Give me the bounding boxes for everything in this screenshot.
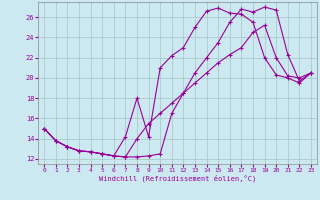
X-axis label: Windchill (Refroidissement éolien,°C): Windchill (Refroidissement éolien,°C) (99, 175, 256, 182)
